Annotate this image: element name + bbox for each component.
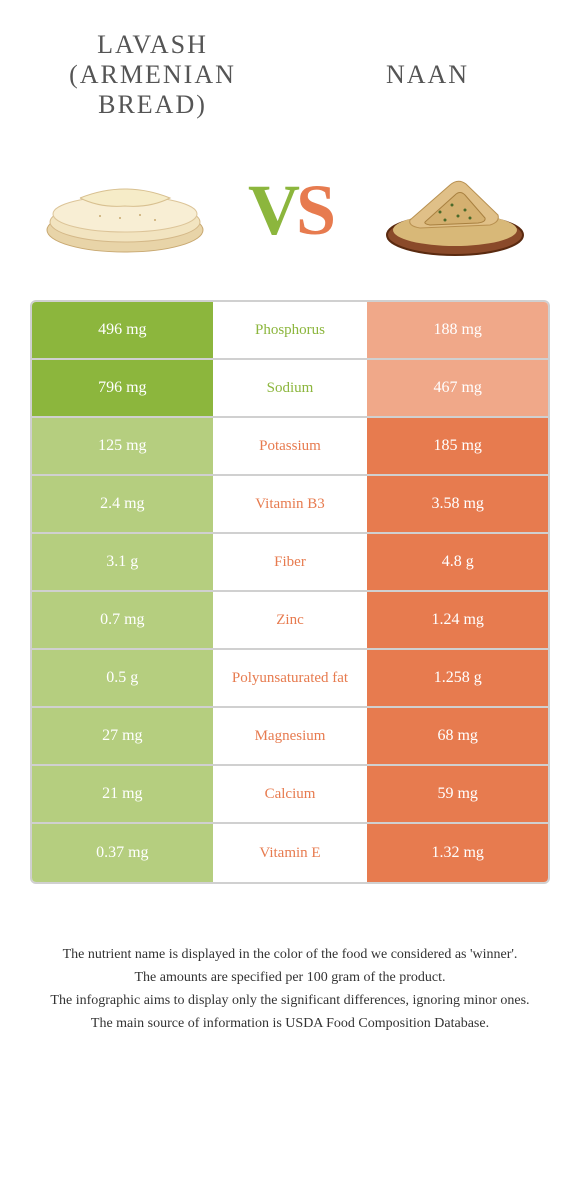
comparison-table: 496 mgPhosphorus188 mg796 mgSodium467 mg… [30, 300, 550, 884]
nutrient-name: Magnesium [213, 708, 368, 764]
table-row: 21 mgCalcium59 mg [32, 766, 548, 824]
table-row: 0.7 mgZinc1.24 mg [32, 592, 548, 650]
nutrient-name: Vitamin B3 [213, 476, 368, 532]
left-value: 496 mg [32, 302, 213, 358]
nutrient-name: Potassium [213, 418, 368, 474]
left-value: 0.37 mg [32, 824, 213, 882]
left-value: 0.7 mg [32, 592, 213, 648]
left-value: 27 mg [32, 708, 213, 764]
left-value: 3.1 g [32, 534, 213, 590]
nutrient-name: Calcium [213, 766, 368, 822]
footnote-line: The amounts are specified per 100 gram o… [40, 967, 540, 988]
naan-image [370, 150, 540, 270]
table-row: 0.5 gPolyunsaturated fat1.258 g [32, 650, 548, 708]
right-food-title: NAAN [315, 60, 540, 90]
nutrient-name: Phosphorus [213, 302, 368, 358]
lavash-image [40, 150, 210, 270]
right-value: 188 mg [367, 302, 548, 358]
vs-v: V [248, 170, 296, 250]
nutrient-name: Vitamin E [213, 824, 368, 882]
right-value: 467 mg [367, 360, 548, 416]
footnote-line: The main source of information is USDA F… [40, 1013, 540, 1034]
right-value: 185 mg [367, 418, 548, 474]
right-value: 59 mg [367, 766, 548, 822]
vs-label: VS [248, 169, 332, 252]
table-row: 3.1 gFiber4.8 g [32, 534, 548, 592]
table-row: 796 mgSodium467 mg [32, 360, 548, 418]
table-row: 27 mgMagnesium68 mg [32, 708, 548, 766]
vs-s: S [296, 170, 332, 250]
left-value: 0.5 g [32, 650, 213, 706]
left-food-title: LAVASH (ARMENIAN BREAD) [40, 30, 265, 120]
nutrient-name: Polyunsaturated fat [213, 650, 368, 706]
nutrient-name: Sodium [213, 360, 368, 416]
right-value: 1.32 mg [367, 824, 548, 882]
left-value: 21 mg [32, 766, 213, 822]
table-row: 496 mgPhosphorus188 mg [32, 302, 548, 360]
footnotes: The nutrient name is displayed in the co… [20, 944, 560, 1034]
right-value: 1.24 mg [367, 592, 548, 648]
right-value: 3.58 mg [367, 476, 548, 532]
header: LAVASH (ARMENIAN BREAD) NAAN [20, 30, 560, 140]
left-value: 796 mg [32, 360, 213, 416]
left-value: 2.4 mg [32, 476, 213, 532]
right-value: 1.258 g [367, 650, 548, 706]
nutrient-name: Fiber [213, 534, 368, 590]
table-row: 0.37 mgVitamin E1.32 mg [32, 824, 548, 882]
footnote-line: The nutrient name is displayed in the co… [40, 944, 540, 965]
table-row: 2.4 mgVitamin B33.58 mg [32, 476, 548, 534]
nutrient-name: Zinc [213, 592, 368, 648]
right-value: 4.8 g [367, 534, 548, 590]
footnote-line: The infographic aims to display only the… [40, 990, 540, 1011]
table-row: 125 mgPotassium185 mg [32, 418, 548, 476]
images-row: VS [20, 140, 560, 300]
left-value: 125 mg [32, 418, 213, 474]
right-value: 68 mg [367, 708, 548, 764]
